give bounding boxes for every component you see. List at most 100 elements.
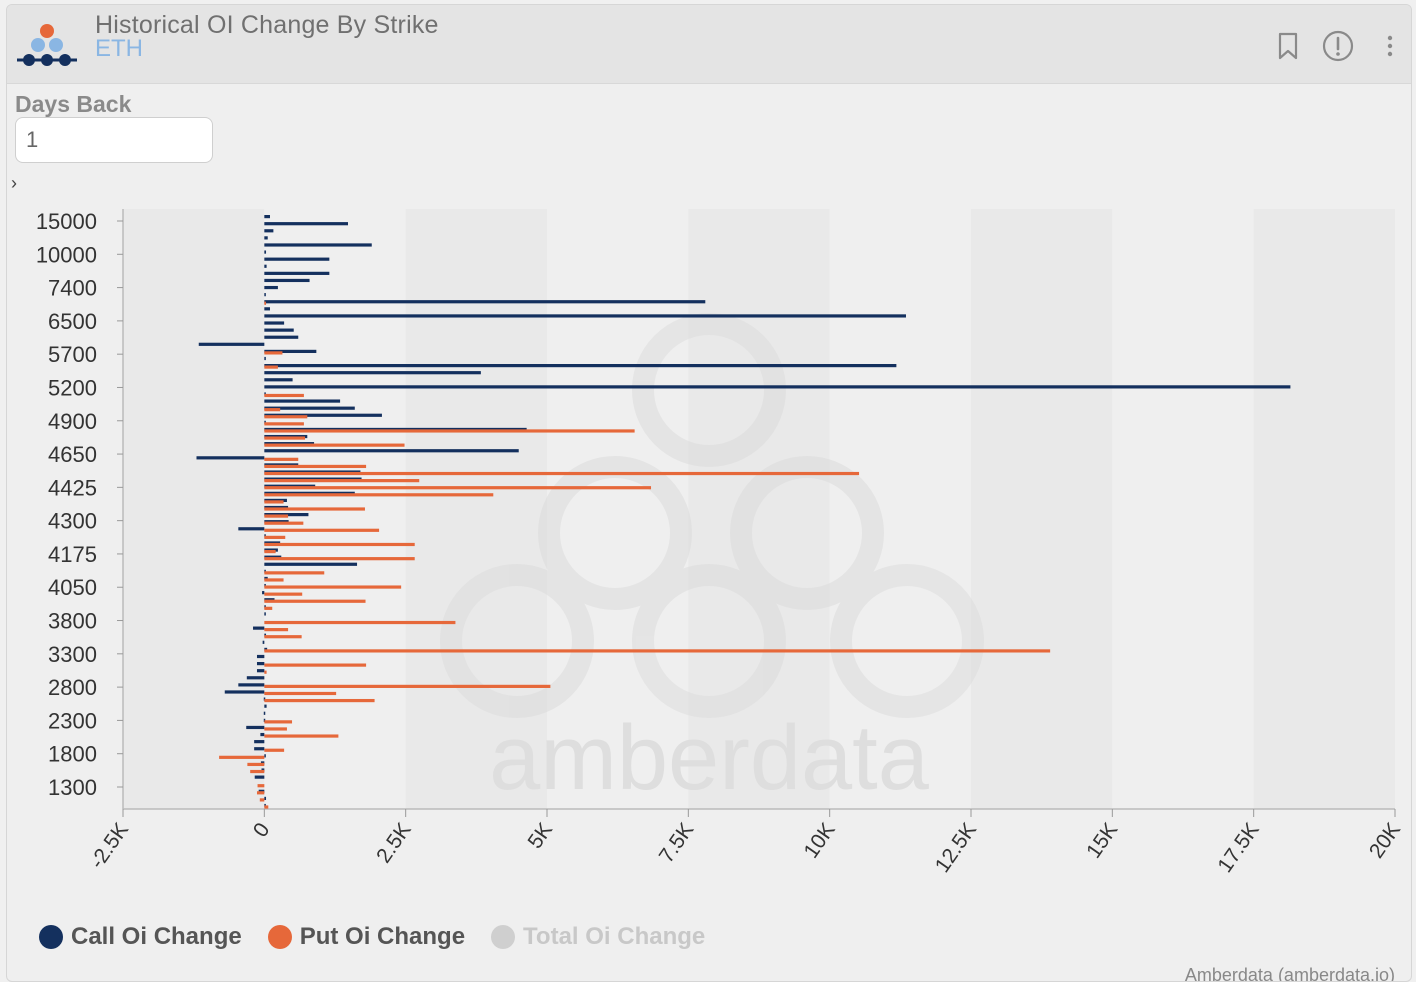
y-tick-label: 5700 (48, 342, 97, 367)
watermark-text: amberdata (489, 707, 930, 809)
panel-header: Historical OI Change By Strike ETH (7, 5, 1411, 84)
legend-item-put[interactable]: Put Oi Change (267, 923, 465, 951)
put-bar (264, 557, 415, 561)
put-bar (264, 571, 325, 575)
call-bar (254, 740, 265, 744)
call-bar (264, 236, 268, 240)
y-tick-label: 4050 (48, 575, 97, 600)
put-bar (264, 628, 289, 632)
call-bar (264, 271, 330, 275)
put-bar (264, 670, 267, 674)
legend-item-call[interactable]: Call Oi Change (39, 923, 242, 951)
call-bar (264, 449, 519, 453)
call-bar (264, 796, 267, 801)
call-bar (264, 754, 266, 758)
call-bar (264, 371, 481, 375)
call-bar (264, 278, 310, 283)
put-bar (264, 514, 289, 518)
y-tick-label: 4300 (48, 509, 97, 534)
call-bar (264, 229, 274, 233)
y-tick-label: 1300 (48, 775, 97, 800)
put-bar (247, 762, 265, 767)
put-bar (264, 486, 652, 490)
put-bar (264, 457, 299, 461)
x-tick-label: 0 (249, 819, 275, 842)
call-bar (264, 285, 278, 290)
call-bar (264, 364, 897, 368)
put-bar (264, 422, 304, 426)
put-bar (264, 805, 269, 809)
call-bar (264, 335, 299, 339)
call-bar (196, 456, 265, 460)
watermark-ring (830, 564, 984, 718)
call-bar (264, 300, 706, 304)
call-bar (264, 406, 355, 410)
call-bar (238, 527, 265, 531)
info-icon[interactable] (1321, 29, 1355, 63)
put-bar (264, 493, 494, 497)
watermark-ring (632, 564, 786, 718)
put-bar (264, 415, 308, 419)
put-bar (264, 479, 420, 483)
put-bar (256, 791, 265, 795)
put-bar (264, 351, 283, 355)
y-tick-label: 4425 (48, 475, 97, 500)
legend: Call Oi Change Put Oi Change Total Oi Ch… (39, 923, 731, 951)
y-tick-label: 3800 (48, 609, 97, 634)
x-tick-label: 2.5K (372, 819, 416, 868)
call-bar (260, 732, 265, 737)
call-bar (264, 222, 349, 226)
put-bar (264, 734, 339, 738)
more-icon[interactable] (1373, 29, 1407, 63)
put-bar (264, 635, 302, 639)
call-bar (264, 257, 330, 261)
put-bar (264, 606, 273, 610)
grid-band (123, 209, 265, 809)
put-bar (264, 443, 405, 447)
call-bar (264, 378, 293, 382)
y-tick-label: 2800 (48, 675, 97, 700)
expand-chevron-icon[interactable]: › (11, 173, 17, 193)
asset-subtitle: ETH (95, 35, 143, 62)
call-bar (264, 328, 294, 332)
call-bar (256, 669, 265, 673)
x-tick-label: 17.5K (1213, 819, 1263, 877)
call-bar (264, 307, 270, 311)
x-tick-label: -2.5K (85, 819, 133, 873)
put-bar (264, 691, 337, 696)
call-bar (263, 711, 266, 715)
legend-label-call: Call Oi Change (71, 923, 242, 950)
call-bar (264, 243, 372, 247)
put-bar (264, 471, 860, 476)
call-bar (238, 683, 265, 687)
watermark (440, 313, 984, 718)
put-bar (264, 436, 306, 440)
credit-text: Amberdata (amberdata.io) (1184, 965, 1395, 982)
call-bar (246, 676, 265, 680)
put-bar (264, 393, 304, 398)
call-bar (264, 215, 270, 219)
call-bar (254, 775, 265, 779)
put-bar (219, 755, 265, 759)
y-tick-label: 2300 (48, 708, 97, 733)
call-bar (264, 250, 267, 254)
call-bar (246, 725, 265, 730)
put-bar (257, 784, 265, 788)
put-bar (264, 720, 293, 724)
days-back-input[interactable] (15, 117, 213, 163)
y-tick-label: 4650 (48, 442, 97, 467)
put-bar (250, 769, 265, 774)
bookmark-icon[interactable] (1271, 29, 1305, 63)
y-tick-label: 10000 (36, 242, 97, 267)
legend-item-total[interactable]: Total Oi Change (491, 923, 705, 951)
put-bar (264, 535, 286, 539)
x-tick-label: 15K (1082, 819, 1122, 863)
x-tick-label: 7.5K (655, 819, 699, 868)
put-bar (264, 507, 365, 511)
put-bar (264, 542, 415, 547)
call-bar (264, 264, 267, 268)
x-tick-label: 10K (799, 819, 839, 863)
call-bar (264, 293, 266, 297)
call-bar (264, 356, 266, 361)
put-bar (264, 521, 304, 525)
